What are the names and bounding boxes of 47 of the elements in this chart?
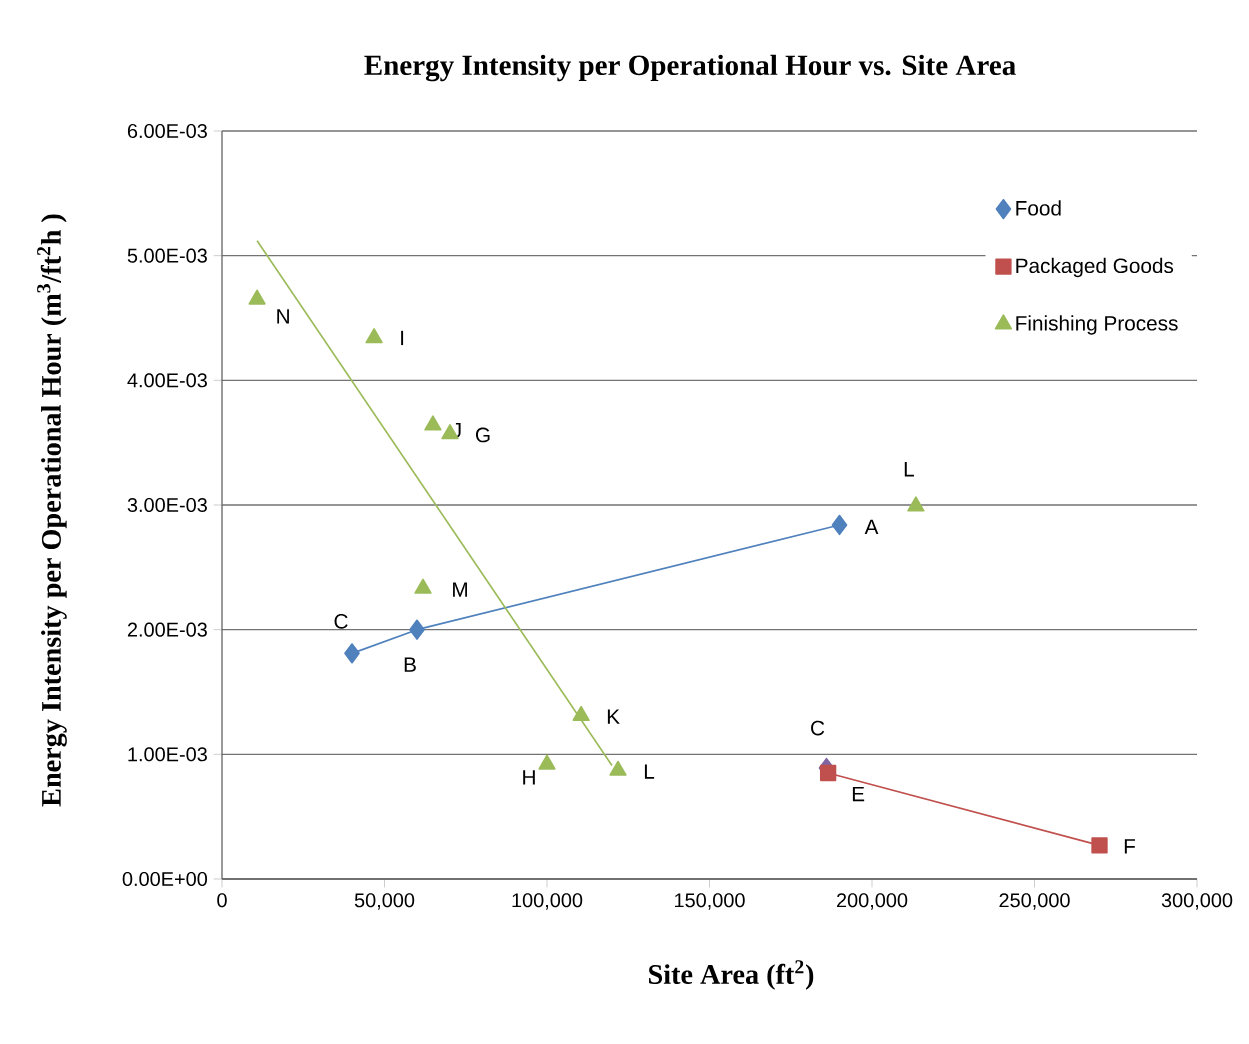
- y-tick-label: 3.00E-03: [127, 497, 207, 513]
- point: [1091, 837, 1108, 854]
- legend-label: Packaged Goods: [1016, 257, 1174, 278]
- y-tick-label: 5.00E-03: [127, 248, 207, 263]
- annotation: L: [644, 764, 655, 779]
- point: [819, 764, 837, 782]
- y-tick-label: 2.00E-03: [127, 622, 207, 637]
- point: [609, 760, 627, 776]
- annotation: H: [523, 770, 535, 785]
- chart-title: Energy Intensity per Operational Hour vs. Site Area: [364, 54, 1016, 82]
- y-tick-label: 6.00E-03: [127, 123, 207, 139]
- point: [572, 705, 590, 722]
- legend-label: Finishing Process: [1016, 315, 1178, 335]
- x-tick-label: 0: [217, 893, 227, 908]
- annotation: B: [404, 657, 416, 672]
- x-tick-label: 300,000: [1161, 893, 1233, 910]
- annotation: C: [334, 614, 348, 629]
- annotation: M: [453, 582, 467, 597]
- point: [538, 754, 556, 770]
- x-tick-label: 250,000: [999, 893, 1070, 910]
- annotation: K: [607, 709, 620, 724]
- y-tick-label: 0.00E+00: [122, 871, 208, 887]
- annotation: I: [401, 330, 404, 346]
- annotation: F: [1124, 839, 1136, 854]
- annotation: L: [904, 462, 914, 477]
- point: [365, 328, 383, 344]
- point: [424, 415, 442, 431]
- annotation: A: [864, 519, 879, 535]
- point: [907, 496, 925, 512]
- x-tick-label: 100,000: [512, 893, 583, 910]
- x-axis-title: Site Area (ft$^{2}$): [649, 960, 814, 990]
- legend-label: Food: [1016, 200, 1061, 216]
- y-tick-label: 1.00E-03: [128, 747, 207, 762]
- point: [831, 514, 848, 536]
- point: [414, 578, 432, 594]
- y-axis-title: Energy Intensity per Operational Hour (m$^{3}$/ft$^{2}$h ): [37, 214, 67, 807]
- point: [248, 289, 266, 305]
- x-tick-label: 150,000: [675, 893, 745, 910]
- annotation: N: [277, 309, 289, 324]
- y-tick-label: 4.00E-03: [127, 373, 207, 388]
- point: [344, 643, 360, 664]
- annotation: G: [475, 427, 490, 443]
- point: [409, 619, 425, 640]
- annotation: C: [811, 720, 825, 736]
- annotation: E: [852, 786, 865, 802]
- x-tick-label: 50,000: [354, 893, 415, 910]
- x-tick-label: 200,000: [836, 893, 908, 910]
